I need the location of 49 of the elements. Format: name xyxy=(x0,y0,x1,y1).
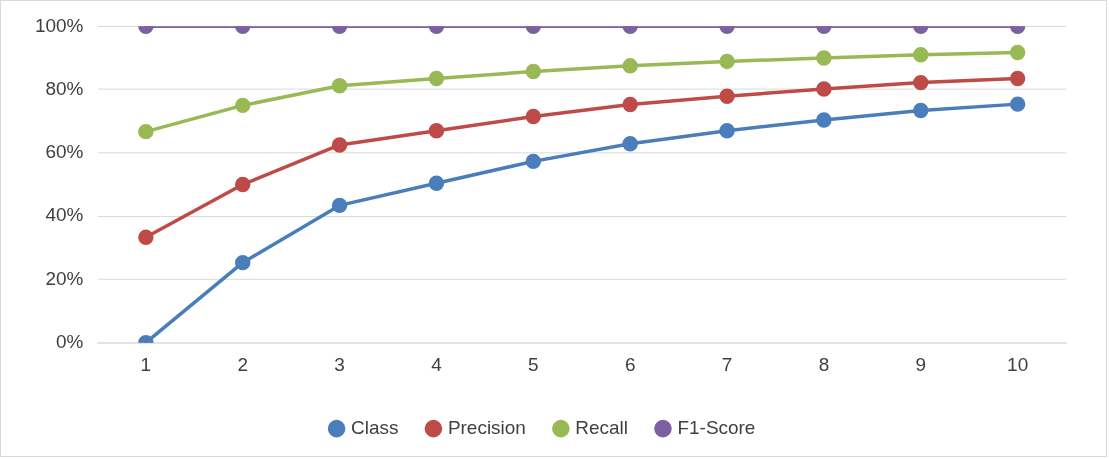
point xyxy=(331,197,348,214)
x-tick-label: 5 xyxy=(528,354,539,376)
x-tick-label: 1 xyxy=(140,354,152,376)
point xyxy=(1009,96,1026,112)
point xyxy=(913,74,929,91)
y-tick-label: 20% xyxy=(45,267,84,289)
point xyxy=(331,137,348,153)
point xyxy=(1009,44,1026,61)
point xyxy=(138,123,154,140)
legend-label: Recall xyxy=(575,416,629,438)
point xyxy=(913,47,929,63)
point xyxy=(234,254,251,271)
point xyxy=(719,122,735,139)
x-tick-label: 4 xyxy=(431,354,442,376)
point xyxy=(525,63,542,80)
point xyxy=(234,176,251,193)
point xyxy=(816,81,832,97)
point xyxy=(913,102,929,119)
y-tick-label: 100% xyxy=(34,14,84,36)
legend-label: Precision xyxy=(447,416,526,438)
legend-label: F1-Score xyxy=(677,416,756,438)
point xyxy=(622,58,638,74)
point xyxy=(1009,70,1026,87)
point xyxy=(331,78,348,94)
x-tick-label: 3 xyxy=(334,354,345,376)
point xyxy=(138,229,154,246)
point xyxy=(816,112,832,128)
point xyxy=(428,122,445,139)
x-tick-label: 9 xyxy=(915,354,927,376)
point xyxy=(234,97,251,114)
x-tick-label: 8 xyxy=(818,354,830,376)
point xyxy=(719,88,735,104)
point xyxy=(622,135,638,152)
y-tick-label: 0% xyxy=(56,330,84,352)
y-tick-label: 40% xyxy=(45,204,84,226)
x-tick-label: 7 xyxy=(721,354,733,376)
x-tick-label: 6 xyxy=(624,354,636,376)
point xyxy=(525,108,542,125)
point xyxy=(719,53,735,70)
point xyxy=(428,70,445,87)
y-tick-label: 80% xyxy=(45,77,84,99)
x-tick-label: 10 xyxy=(1007,354,1029,376)
x-tick-label: 2 xyxy=(237,354,248,376)
point xyxy=(428,175,445,191)
point xyxy=(816,50,832,66)
point xyxy=(525,153,542,170)
y-tick-label: 60% xyxy=(45,141,84,163)
legend-label: Class xyxy=(351,416,399,438)
point xyxy=(622,96,638,113)
